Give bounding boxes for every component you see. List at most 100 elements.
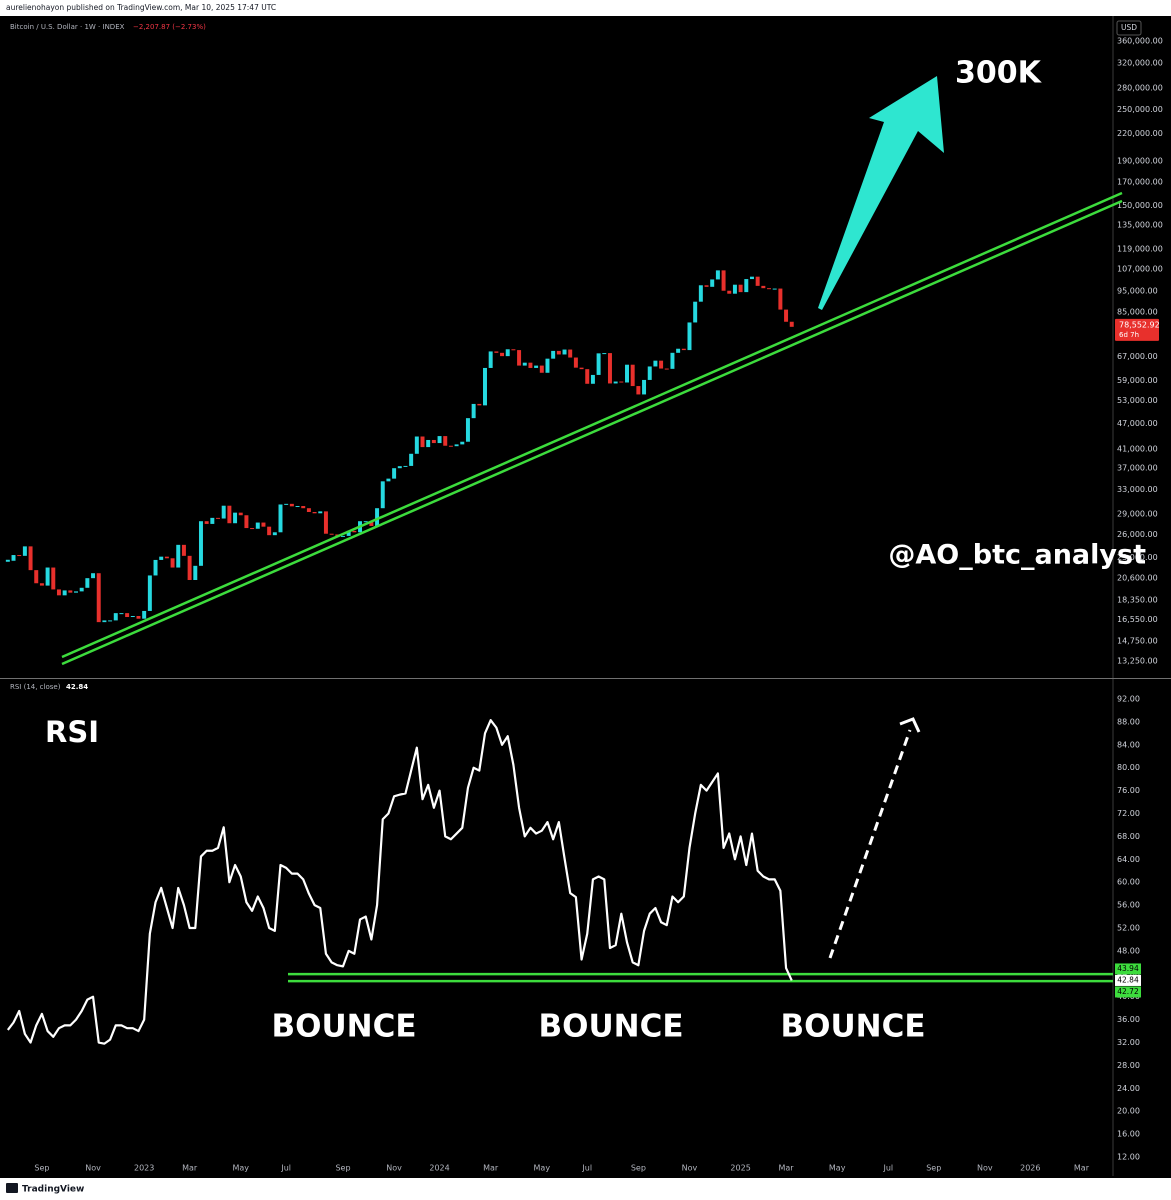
candle [772,288,777,290]
candle [91,573,96,579]
x-tick-label: Jul [581,1164,592,1173]
candle [749,276,754,280]
candle [181,544,186,556]
x-tick-label: Jul [882,1164,893,1173]
y-tick-label: 72.00 [1117,809,1140,818]
candle [681,348,686,351]
candle [414,436,419,454]
rsi-line [6,719,793,1045]
candle [636,386,641,395]
candle [74,591,78,593]
y-tick-label: 68.00 [1117,832,1140,841]
candle [585,369,590,384]
candle [505,349,510,357]
candle [284,503,289,505]
x-tick-label: Nov [85,1164,101,1173]
y-tick-label: 36.00 [1117,1015,1140,1024]
y-tick-label: 119,000.00 [1117,244,1163,253]
price-change: −2,207.87 (−2.73%) [133,23,206,31]
x-tick-label: May [232,1164,249,1173]
candle [164,556,169,559]
candle [56,589,61,596]
x-tick-label: Sep [631,1164,646,1173]
candle [539,365,544,373]
y-tick-label: 32.00 [1117,1038,1140,1047]
axis-tag-label: 43.94 [1117,964,1139,973]
y-tick-label: 220,000.00 [1117,129,1163,138]
candle [653,360,658,367]
candle [318,511,323,514]
y-tick-label: 47,000.00 [1117,419,1158,428]
projection-arrow [828,729,912,959]
y-tick-label: 16,550.00 [1117,615,1158,624]
candle [204,521,209,524]
candle [420,436,425,448]
candle [687,322,692,351]
candle [312,512,317,514]
axis-tag [1115,974,1141,986]
chart-background [0,16,1171,1178]
y-tick-label: 18,350.00 [1117,595,1158,604]
candle [34,570,39,584]
candle [755,276,760,286]
candle [460,441,465,445]
candle [176,544,181,568]
candle [738,284,743,293]
x-tick-label: Sep [34,1164,49,1173]
x-tick-label: 2024 [429,1164,449,1173]
y-tick-label: 28.00 [1117,1061,1140,1070]
bounce-label: BOUNCE [780,1009,925,1045]
candle [255,522,260,529]
candle [216,517,221,519]
y-tick-label: 20,600.00 [1117,574,1158,583]
candle [568,349,573,358]
candle [210,517,215,524]
y-tick-label: 76.00 [1117,786,1140,795]
candle [386,478,391,482]
candle [51,567,56,590]
bottom-strip [0,1178,1171,1200]
candle [727,290,732,294]
candle [693,301,698,323]
candle [392,468,397,479]
candle [346,530,351,536]
rsi-current: 42.84 [66,683,88,691]
candle [375,508,380,526]
candle [511,349,516,351]
candle [45,567,50,586]
y-tick-label: 64.00 [1117,855,1140,864]
candle [670,352,675,369]
candle [340,535,345,537]
candle [301,506,306,509]
y-tick-label: 135,000.00 [1117,221,1163,230]
last-price-tag [1115,318,1159,341]
candle [250,528,255,530]
countdown: 6d 7h [1119,331,1139,339]
candle [102,620,107,623]
candle [289,503,294,507]
y-tick-label: 59,000.00 [1117,376,1158,385]
candle [562,349,567,355]
currency-box [1116,20,1142,36]
axis-tag-label: 42.84 [1117,975,1139,984]
y-tick-label: 190,000.00 [1117,156,1163,165]
y-tick-label: 80.00 [1117,763,1140,772]
candle [130,616,135,618]
candle [108,620,113,622]
candle [710,279,715,287]
y-tick-label: 67,000.00 [1117,352,1158,361]
x-tick-label: Mar [1074,1164,1090,1173]
candle [715,270,720,280]
candle [125,613,130,618]
candle [573,357,578,368]
candle [448,445,453,447]
y-tick-label: 85,000.00 [1117,308,1158,317]
x-tick-label: Nov [977,1164,993,1173]
x-tick-label: 2023 [134,1164,154,1173]
candle [426,439,431,448]
candle [363,521,368,523]
candle [187,555,192,580]
x-tick-label: Mar [779,1164,795,1173]
candle [454,444,459,447]
x-tick-label: Sep [335,1164,350,1173]
